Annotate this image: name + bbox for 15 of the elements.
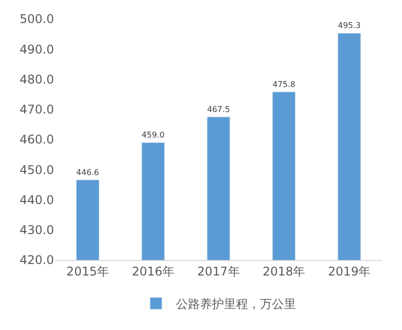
y-tick-label: 440.0 <box>20 192 54 207</box>
x-tick-label: 2019年 <box>328 264 371 278</box>
y-tick-label: 460.0 <box>20 132 54 147</box>
y-tick-label: 450.0 <box>20 162 54 177</box>
x-tick-label: 2016年 <box>132 264 174 278</box>
y-tick-label: 500.0 <box>20 12 54 26</box>
x-tick-label: 2015年 <box>66 264 109 278</box>
legend-label: 公路养护里程，万公里 <box>176 297 296 312</box>
y-tick-label: 480.0 <box>20 72 54 86</box>
y-tick-label: 470.0 <box>20 102 54 117</box>
y-tick-label: 430.0 <box>20 223 54 238</box>
y-tick-label: 420.0 <box>20 253 54 268</box>
x-tick-label: 2018年 <box>262 264 306 278</box>
y-tick-label: 490.0 <box>20 42 54 56</box>
x-tick-label: 2017年 <box>197 264 240 278</box>
